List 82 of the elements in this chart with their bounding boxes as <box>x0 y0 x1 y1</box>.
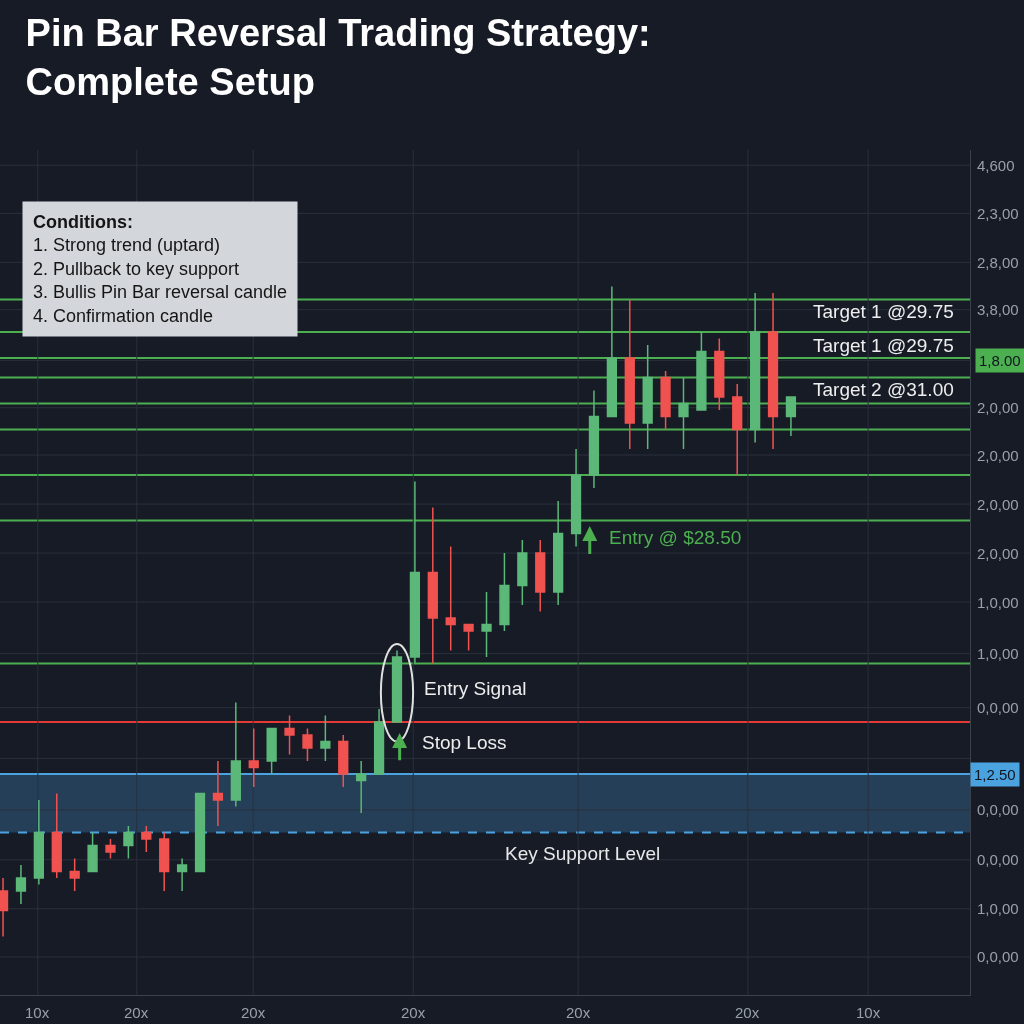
band-label: Key Support Level <box>505 843 661 864</box>
text: 4,600 <box>977 157 1015 174</box>
candlestick <box>33 799 44 886</box>
text: 2. Pullback to key support <box>33 258 240 279</box>
candlestick <box>105 838 116 860</box>
text: 0,0,00 <box>977 851 1019 868</box>
text: 20x <box>124 1004 149 1021</box>
text: 1,0,00 <box>977 645 1019 662</box>
text: 1,0,00 <box>977 594 1019 611</box>
text: Target 2 @31.00 <box>813 379 954 400</box>
candlestick <box>320 714 331 762</box>
candlestick <box>535 539 546 613</box>
text: Target 1 @29.75 <box>813 301 954 322</box>
text: 20x <box>566 1004 591 1021</box>
candlestick <box>0 877 9 938</box>
candlestick <box>123 825 134 860</box>
text: Conditions: <box>33 212 133 232</box>
candlestick <box>266 727 277 775</box>
text: 20x <box>241 1004 266 1021</box>
candlestick <box>588 389 600 489</box>
annotation: 4. Confirmation candle <box>33 305 214 326</box>
candlestick <box>463 623 474 652</box>
candlestick <box>373 708 385 775</box>
candlestick <box>499 552 510 632</box>
candlestick <box>51 792 62 879</box>
text: 0,0,00 <box>977 948 1019 965</box>
candlestick <box>767 292 779 450</box>
candlestick <box>714 337 725 411</box>
text: 0,0,00 <box>977 699 1019 716</box>
candlestick <box>302 727 313 762</box>
candlestick <box>248 727 259 788</box>
candlestick <box>230 701 241 808</box>
candlestick <box>159 831 170 892</box>
candlestick <box>570 448 582 548</box>
candlestick <box>481 591 492 658</box>
candlestick <box>69 857 80 892</box>
candlestick <box>445 545 456 652</box>
candlestick <box>427 506 438 665</box>
candlestick <box>141 825 152 853</box>
annotation: Entry @ $28.50 <box>609 527 742 548</box>
candlestick <box>642 344 653 450</box>
candlestick <box>660 370 671 431</box>
candlestick <box>553 500 564 606</box>
text: 2,8,00 <box>977 254 1019 271</box>
text: 10x <box>856 1004 881 1021</box>
chart-title: Pin Bar Reversal Trading Strategy: Complete Setup <box>25 12 651 104</box>
text: 1. Strong trend (uptard) <box>33 235 221 256</box>
candlestick <box>338 734 349 788</box>
candlestick <box>212 760 224 827</box>
annotation: Entry Signal <box>424 678 527 699</box>
candlestick <box>176 857 188 892</box>
candlestick <box>15 864 27 905</box>
annotation: Stop Loss <box>422 732 507 753</box>
candlestick <box>409 480 421 665</box>
text: 1,8.00 <box>979 352 1021 369</box>
text: 2,0,00 <box>977 399 1019 416</box>
candlestick <box>391 649 403 723</box>
text: Target 1 @29.75 <box>813 335 954 356</box>
text: 2,0,00 <box>977 496 1019 513</box>
candlestick <box>284 714 295 756</box>
candlestick <box>356 760 367 814</box>
text: 2,0,00 <box>977 447 1019 464</box>
text: 20x <box>401 1004 426 1021</box>
ref-line-label: 1,2.50 <box>974 766 1016 783</box>
text: 20x <box>735 1004 760 1021</box>
text: 2,0,00 <box>977 545 1019 562</box>
candlestick <box>749 292 761 444</box>
candlestick <box>624 298 635 450</box>
text: 2,3,00 <box>977 205 1019 222</box>
candlestick <box>517 539 528 606</box>
annotation: 3. Bullis Pin Bar reversal candle <box>33 282 288 303</box>
candlestick <box>87 831 98 873</box>
text: 0,0,00 <box>977 801 1019 818</box>
candlestick <box>696 331 707 411</box>
text: 10x <box>25 1004 50 1021</box>
candlestick <box>194 792 206 873</box>
candlestick <box>678 376 689 450</box>
text: 1,0,00 <box>977 900 1019 917</box>
candlestick <box>785 396 797 437</box>
text: 3,8,00 <box>977 301 1019 318</box>
candlestick <box>606 285 618 418</box>
candlestick <box>732 383 743 476</box>
